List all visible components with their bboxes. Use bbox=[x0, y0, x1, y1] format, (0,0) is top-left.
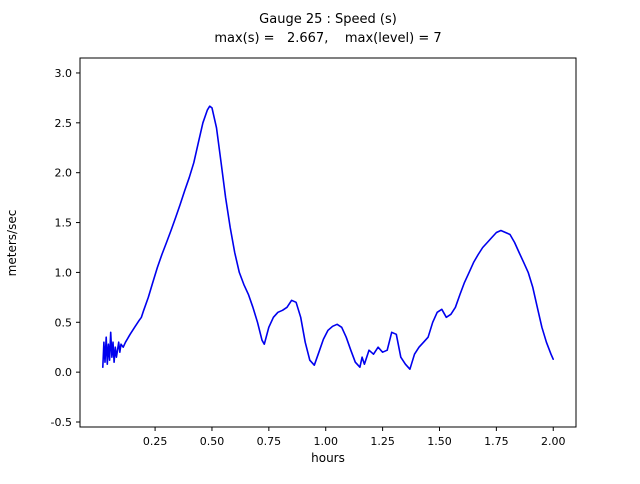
y-tick-label: 1.0 bbox=[55, 266, 73, 279]
x-tick-label: 2.00 bbox=[541, 435, 566, 448]
y-tick-label: 0.5 bbox=[55, 316, 73, 329]
chart-subtitle: max(s) = 2.667, max(level) = 7 bbox=[214, 31, 442, 46]
y-tick-label: -0.5 bbox=[51, 416, 72, 429]
speed-line bbox=[102, 105, 555, 371]
y-tick-label: 1.5 bbox=[55, 217, 73, 230]
y-tick-label: 2.5 bbox=[55, 117, 73, 130]
chart-title: Gauge 25 : Speed (s) bbox=[259, 12, 397, 27]
x-tick-label: 1.50 bbox=[427, 435, 452, 448]
y-tick-label: 2.0 bbox=[55, 167, 73, 180]
x-tick-label: 1.00 bbox=[313, 435, 338, 448]
x-tick-label: 0.25 bbox=[143, 435, 168, 448]
y-axis-label: meters/sec bbox=[5, 209, 19, 277]
axes-box bbox=[79, 57, 577, 428]
x-tick-label: 0.50 bbox=[200, 435, 225, 448]
x-tick-label: 1.75 bbox=[484, 435, 509, 448]
y-tick-label: 0.0 bbox=[55, 366, 73, 379]
x-tick-label: 0.75 bbox=[257, 435, 282, 448]
x-tick-label: 1.25 bbox=[370, 435, 395, 448]
y-tick-label: 3.0 bbox=[55, 67, 73, 80]
x-axis-label: hours bbox=[311, 451, 345, 465]
